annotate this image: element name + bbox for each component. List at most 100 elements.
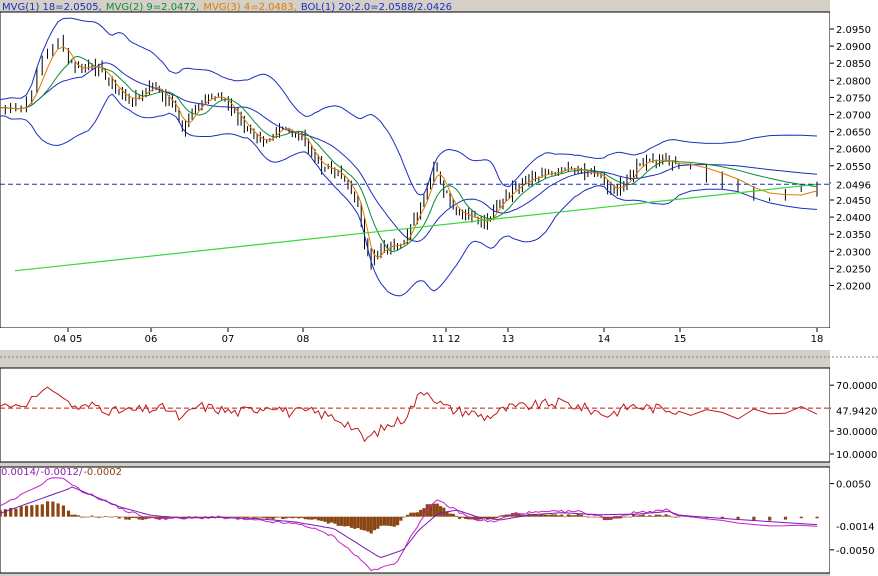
oscillator-tick-label: 70.0000 [836,381,877,392]
macd-histogram-bar [454,515,458,517]
macd-histogram-bar [316,516,320,521]
macd-histogram-bar [255,516,259,518]
macd-signal-line [0,486,818,559]
macd-histogram-bar [19,506,23,517]
macd-histogram-bar [720,516,724,519]
price-tick-label: 2.0700 [836,111,871,122]
macd-histogram-bar [768,516,772,521]
price-tick-label: 2.0950 [836,25,871,36]
macd-histogram-bar [80,516,84,518]
macd-histogram-bar [438,506,443,517]
macd-histogram-bar [389,516,393,527]
macd-histogram-bar [451,513,455,517]
macd-histogram-bar [445,511,449,517]
macd-histogram-bar [674,516,678,518]
macd-histogram-bar [303,516,307,520]
macd-panel[interactable] [0,466,831,574]
macd-histogram-bar [583,516,587,517]
macd-histogram-bar [137,516,141,520]
price-tick-label: 2.0550 [836,162,871,173]
price-tick-label: 2.0350 [836,230,871,241]
oscillator-panel[interactable] [0,367,831,463]
macd-histogram-bar [326,516,330,524]
macd-histogram-bar [628,516,632,518]
macd-histogram-bar [619,516,623,519]
macd-histogram-bar [236,516,240,519]
macd-histogram-bar [9,508,13,517]
macd-histogram-bar [570,515,574,517]
oscillator-series-layer [0,386,830,443]
macd-histogram-bar [174,516,178,518]
macd-histogram-bar [197,516,201,518]
macd-histogram-bar [635,515,639,517]
macd-histogram-bar [498,515,502,517]
macd-histogram-bar [586,516,590,518]
macd-histogram-bar [422,508,426,517]
macd-histogram-bar [233,516,237,518]
price-tick-label: 2.0850 [836,59,871,70]
macd-histogram-bar [473,516,477,520]
date-axis-area [0,328,830,350]
macd-histogram-bar [30,505,34,517]
date-tick-label: 14 [598,334,611,345]
oscillator-tick-label: 30.0000 [836,427,877,438]
macd-histogram-bar [66,510,71,517]
macd-histogram-bar [281,516,285,519]
macd-histogram-bar [203,516,207,517]
macd-histogram-bar [504,514,508,517]
macd-histogram-bar [14,508,18,517]
macd-histogram-bar [306,516,311,520]
legend-entry: BOL(1) 20;2.0=2.0588/2.0426 [301,2,452,13]
macd-histogram-bar [736,516,740,520]
macd-legend-entry: -0.0012/ [40,467,83,478]
macd-histogram-bar [230,516,234,518]
macd-histogram-bar [83,516,87,518]
trendline[interactable] [14,183,818,272]
macd-histogram-bar [550,514,554,517]
macd-histogram-bar [464,516,468,519]
macd-histogram-bar [369,516,373,534]
date-tick-label: 11 12 [432,334,461,345]
macd-histogram-bar [252,516,256,518]
macd-histogram-bar [127,516,131,520]
macd-histogram-bar [268,516,272,519]
macd-histogram-bar [589,516,593,518]
macd-histogram-bar [563,516,567,518]
macd-histogram-bar [540,514,544,517]
macd-histogram-bar [320,516,324,521]
macd-histogram-bar [402,516,406,518]
macd-histogram-bar [249,516,253,518]
macd-histogram-bar [157,516,161,520]
macd-histogram-bar [547,514,551,517]
macd-histogram-bar [517,513,521,517]
macd-histogram-bar [520,514,525,517]
macd-histogram-bar [632,514,636,517]
macd-histogram-bar [556,515,561,517]
oscillator-value-box [831,403,878,418]
macd-histogram-bar [35,504,39,517]
price-panel[interactable] [0,11,831,329]
macd-histogram-bar [51,501,55,517]
price-tick-label: 2.0200 [836,282,871,293]
macd-histogram-bar [258,516,262,518]
macd-histogram-bar [596,516,600,518]
price-series-layer [0,17,830,297]
macd-histogram-bar [392,516,396,527]
macd-histogram-bar [265,516,269,519]
macd-histogram-bar [193,516,198,517]
price-legend: MVG(1) 18=2.0505, MVG(2) 9=2.0472, MVG(3) … [2,2,452,13]
macd-histogram-bar [187,516,191,517]
macd-histogram-bar [752,516,756,521]
macd-histogram-bar [90,515,94,517]
legend-entry: MVG(2) 9=2.0472, [106,2,199,13]
macd-histogram-bar [353,516,357,529]
date-tick-label: 07 [222,334,235,345]
macd-histogram-bar [482,516,486,519]
macd-histogram-bar [333,516,337,524]
macd-histogram-bar [654,514,658,517]
macd-histogram-bar [184,516,188,518]
macd-histogram-bar [476,516,480,520]
date-tick-label: 06 [145,334,158,345]
macd-histogram-bar [415,512,419,517]
macd-legend-entry: 0.0014/ [1,467,40,478]
